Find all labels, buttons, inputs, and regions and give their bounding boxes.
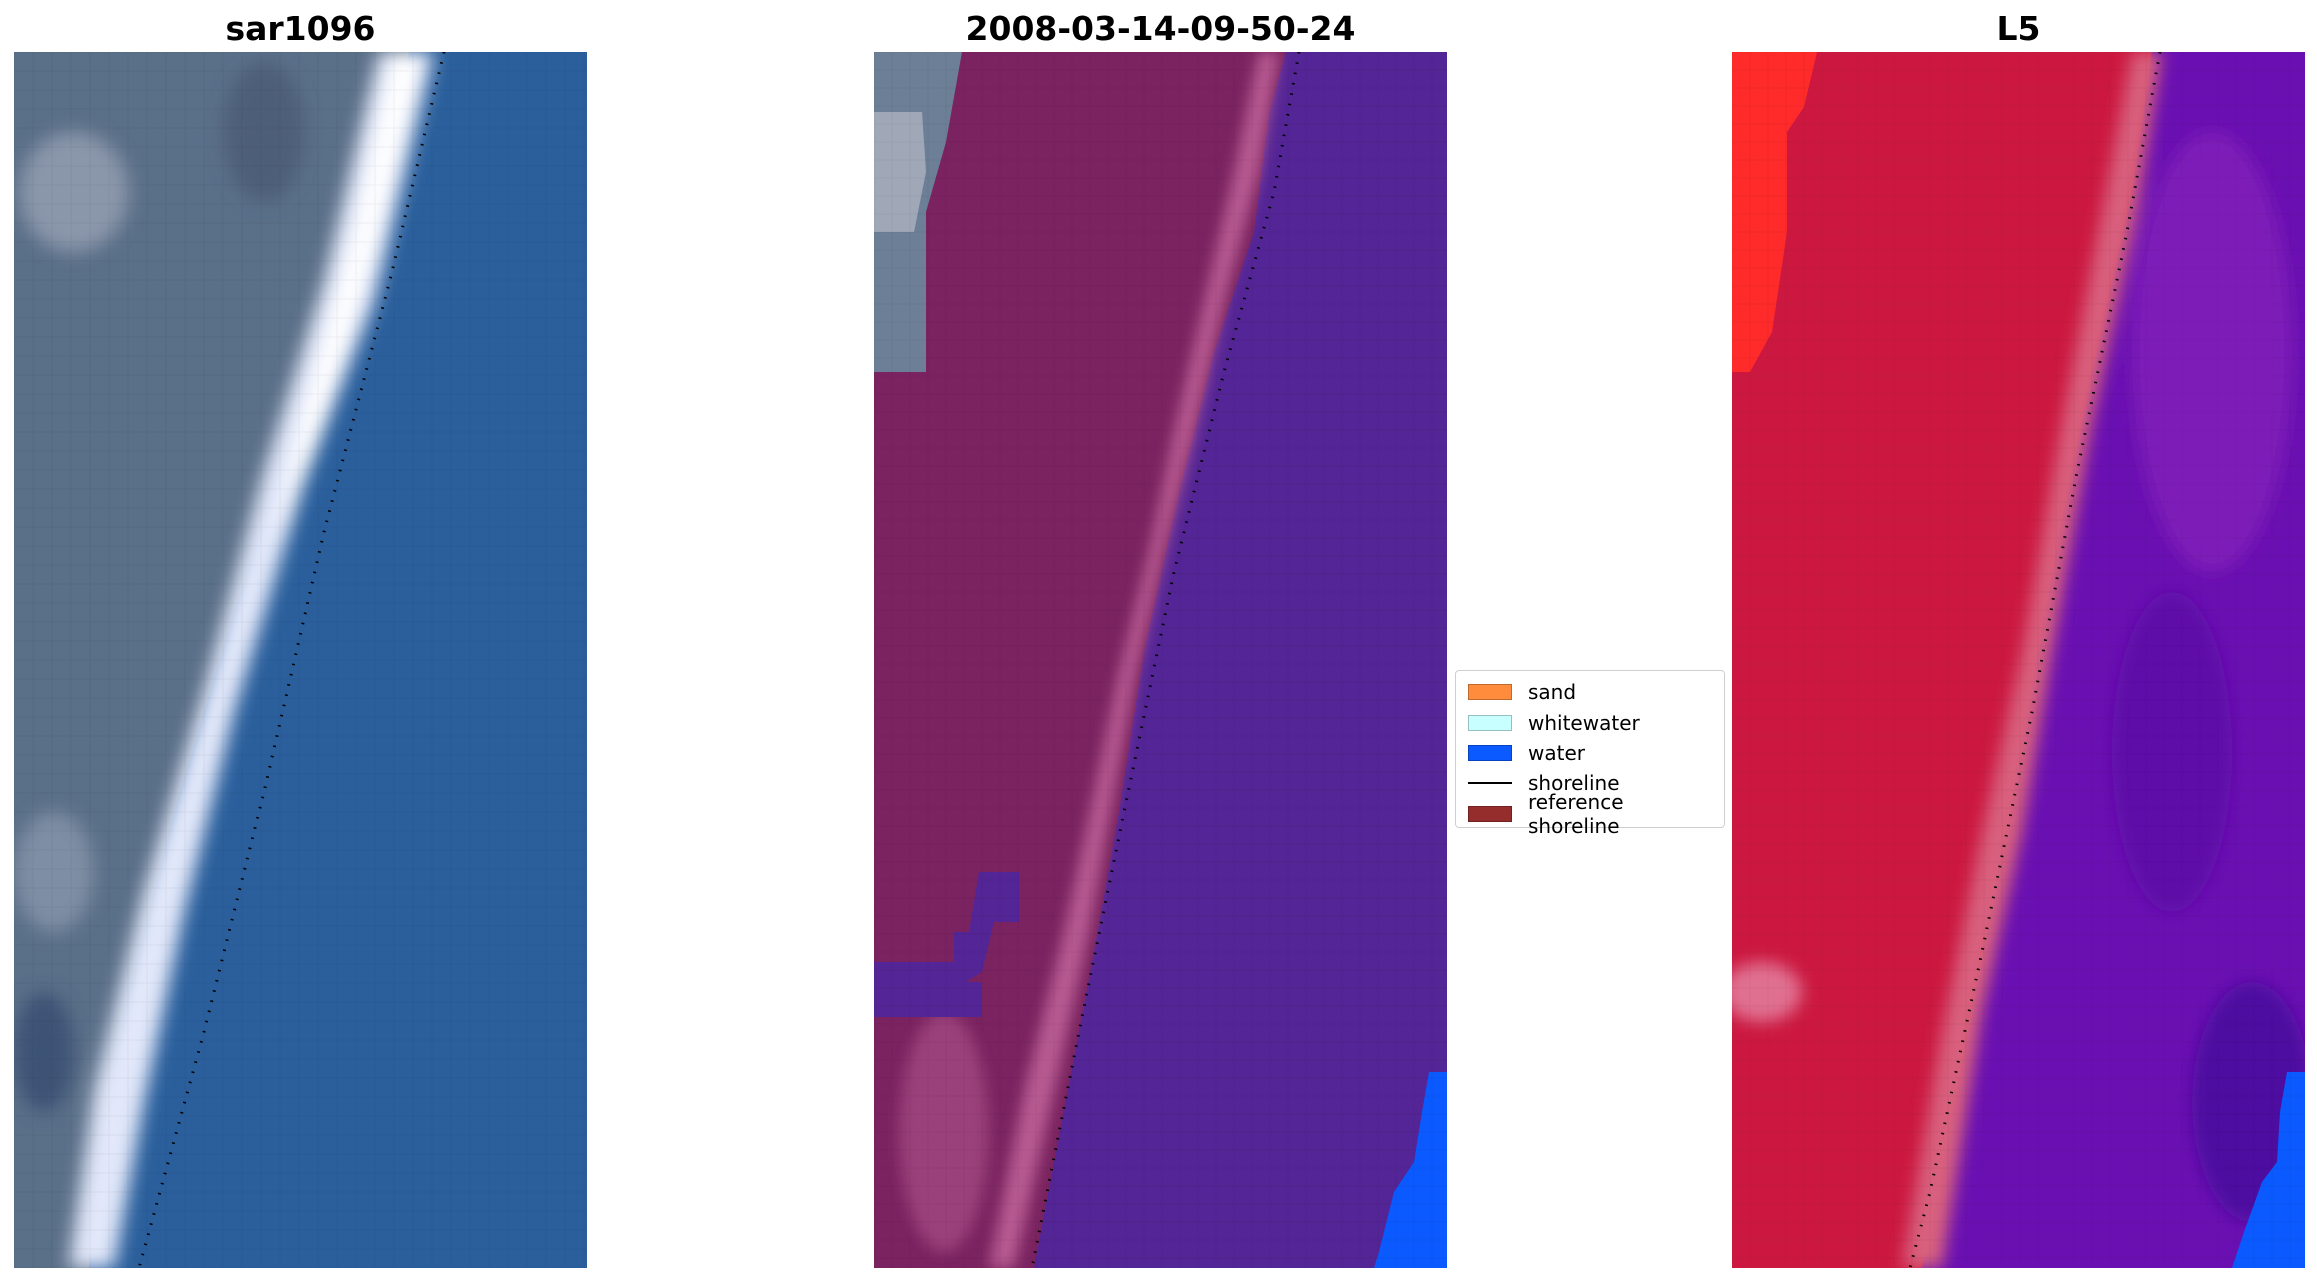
legend-item-water: water [1462, 738, 1718, 768]
whitewater-swatch [1468, 714, 1512, 731]
water-swatch [1468, 744, 1512, 761]
legend-item-shoreline: shoreline [1462, 768, 1718, 798]
classified-image-panel [874, 52, 1447, 1268]
index-image-panel [1732, 52, 2305, 1268]
legend-label: sand [1528, 680, 1577, 705]
reference-shoreline-swatch [1468, 805, 1512, 822]
index-image [1732, 52, 2305, 1268]
legend-label: reference shoreline [1528, 789, 1624, 838]
shoreline-swatch [1468, 782, 1512, 785]
legend-item-sand: sand [1462, 677, 1718, 707]
rgb-image-panel [14, 52, 587, 1268]
classified-image [874, 52, 1447, 1268]
legend: sand whitewater water shoreline referenc… [1455, 670, 1725, 838]
legend-label: shoreline [1528, 771, 1620, 796]
panel-title-rgb: sar1096 [225, 9, 376, 48]
legend-label: whitewater [1528, 710, 1640, 735]
rgb-image [14, 52, 587, 1268]
legend-item-reference-shoreline: reference shoreline [1462, 790, 1718, 838]
legend-item-whitewater: whitewater [1462, 707, 1718, 737]
legend-label: water [1528, 740, 1585, 765]
panel-title-index: L5 [1996, 9, 2041, 48]
panel-title-classified: 2008-03-14-09-50-24 [965, 9, 1356, 48]
sand-swatch [1468, 684, 1512, 701]
